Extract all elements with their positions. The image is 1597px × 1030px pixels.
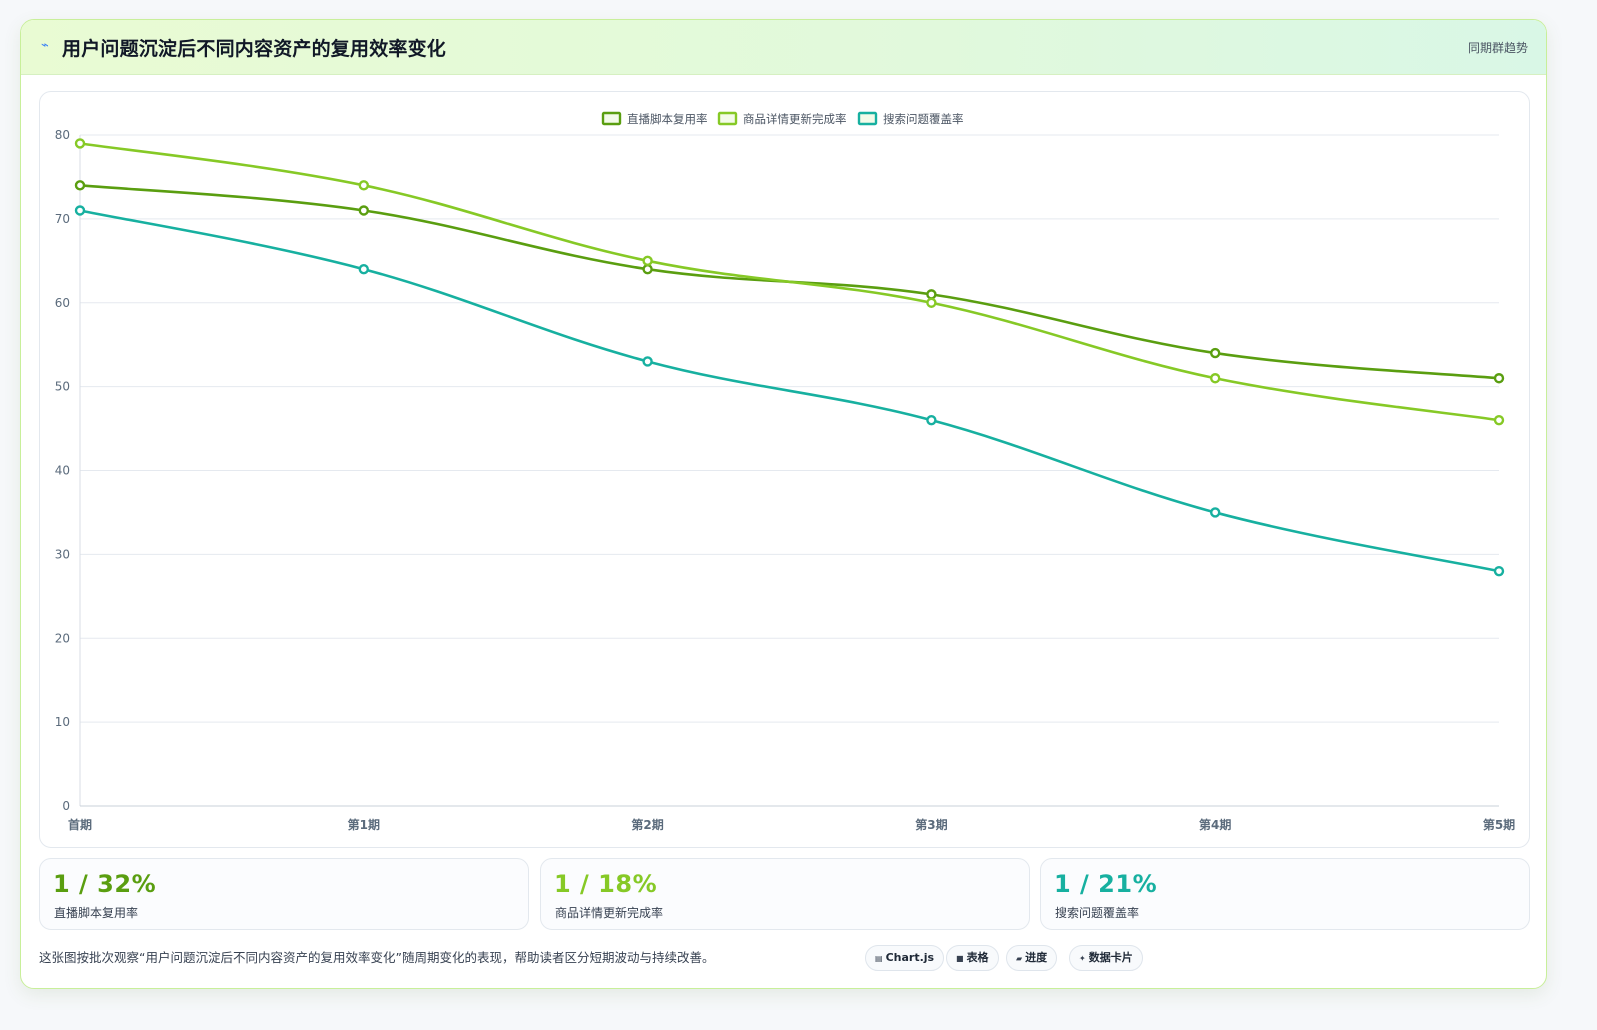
data-point bbox=[74, 205, 86, 216]
lightning-icon: ⌁ bbox=[41, 38, 49, 53]
chart-icon: ▤ bbox=[875, 954, 883, 963]
data-point bbox=[642, 255, 653, 267]
progress-icon: ▰ bbox=[1016, 954, 1023, 963]
header-tag[interactable]: 同期群趋势 bbox=[1467, 41, 1528, 55]
legend-label: 直播脚本复用率 bbox=[627, 112, 708, 126]
line-chart: 0 10 20 30 40 50 60 70 80 首期 第1期 第2期 第3期 第4期 第5期 直播脚本复用… bbox=[55, 111, 1515, 832]
data-point bbox=[1209, 347, 1221, 359]
data-point bbox=[358, 180, 369, 191]
chart-container: 0 10 20 30 40 50 60 70 80 首期 第1期 第2期 第3期 第4期 第5期 直播脚本复用… bbox=[39, 91, 1530, 848]
series-line-3 bbox=[79, 209, 1500, 573]
stat-card-1: 1 / 32% 直播脚本复用率 bbox=[39, 858, 529, 930]
chip-progress[interactable]: ▰ 进度 bbox=[1006, 945, 1058, 971]
stat-label: 商品详情更新完成率 bbox=[555, 906, 664, 920]
x-tick-label: 首期 bbox=[68, 817, 92, 832]
data-point bbox=[74, 180, 86, 191]
y-tick-label: 10 bbox=[55, 715, 70, 729]
chip-table[interactable]: ■ 表格 bbox=[946, 945, 999, 971]
stat-label: 搜索问题覆盖率 bbox=[1055, 906, 1140, 920]
chip-label: Chart.js bbox=[885, 951, 935, 964]
stat-card-2: 1 / 18% 商品详情更新完成率 bbox=[540, 858, 1030, 930]
legend-label: 搜索问题覆盖率 bbox=[883, 112, 964, 126]
chip-chartjs[interactable]: ▤ Chart.js bbox=[865, 945, 945, 971]
legend-label: 商品详情更新完成率 bbox=[743, 112, 847, 126]
data-point bbox=[926, 297, 937, 308]
x-tick-label: 第4期 bbox=[1199, 817, 1231, 832]
chip-data-card[interactable]: ✦ 数据卡片 bbox=[1069, 945, 1143, 971]
data-point bbox=[1493, 373, 1505, 384]
data-point bbox=[358, 205, 369, 216]
chip-label: 进度 bbox=[1025, 951, 1048, 964]
data-point bbox=[1493, 565, 1505, 577]
legend-swatch bbox=[601, 111, 622, 126]
y-tick-label: 0 bbox=[62, 799, 70, 813]
data-point bbox=[74, 138, 86, 149]
card-title: 用户问题沉淀后不同内容资产的复用效率变化 bbox=[62, 38, 447, 60]
x-tick-label: 第2期 bbox=[631, 817, 663, 832]
y-tick-label: 30 bbox=[55, 547, 70, 561]
x-tick-label: 第1期 bbox=[348, 817, 380, 832]
data-point bbox=[1493, 414, 1505, 426]
legend-swatch bbox=[857, 111, 878, 126]
card-header: ⌁ 用户问题沉淀后不同内容资产的复用效率变化 同期群趋势 bbox=[21, 20, 1546, 75]
data-point bbox=[358, 263, 369, 275]
y-tick-label: 80 bbox=[55, 128, 70, 142]
stat-label: 直播脚本复用率 bbox=[54, 906, 139, 920]
y-tick-label: 50 bbox=[55, 380, 70, 394]
data-point bbox=[642, 263, 653, 275]
chip-label: 数据卡片 bbox=[1088, 951, 1133, 964]
stat-value: 1 / 32% bbox=[53, 870, 157, 898]
y-tick-label: 20 bbox=[55, 631, 70, 645]
x-tick-label: 第5期 bbox=[1483, 817, 1515, 832]
stat-value: 1 / 18% bbox=[554, 870, 658, 898]
chart-card: ⌁ 用户问题沉淀后不同内容资产的复用效率变化 同期群趋势 0 10 20 30 40 50… bbox=[20, 19, 1547, 989]
y-tick-label: 60 bbox=[55, 296, 70, 310]
y-tick-label: 40 bbox=[55, 464, 70, 478]
data-point bbox=[642, 356, 653, 367]
data-point bbox=[926, 289, 937, 300]
legend-swatch bbox=[717, 111, 738, 126]
chip-label: 表格 bbox=[966, 951, 989, 964]
data-point bbox=[1209, 507, 1221, 518]
data-point bbox=[1209, 373, 1221, 384]
footer-note: 这张图按批次观察“用户问题沉淀后不同内容资产的复用效率变化”随周期变化的表现，帮… bbox=[39, 950, 715, 965]
stat-card-3: 1 / 21% 搜索问题覆盖率 bbox=[1040, 858, 1530, 930]
stat-value: 1 / 21% bbox=[1054, 870, 1158, 898]
table-icon: ■ bbox=[956, 954, 964, 963]
series-line-2 bbox=[79, 142, 1500, 422]
sparkle-icon: ✦ bbox=[1079, 954, 1086, 963]
y-tick-label: 70 bbox=[55, 212, 70, 226]
x-tick-label: 第3期 bbox=[915, 817, 947, 832]
data-point bbox=[926, 414, 937, 426]
stat-cards: 1 / 32% 直播脚本复用率 1 / 18% 商品详情更新完成率 1 / 21… bbox=[39, 858, 1530, 930]
